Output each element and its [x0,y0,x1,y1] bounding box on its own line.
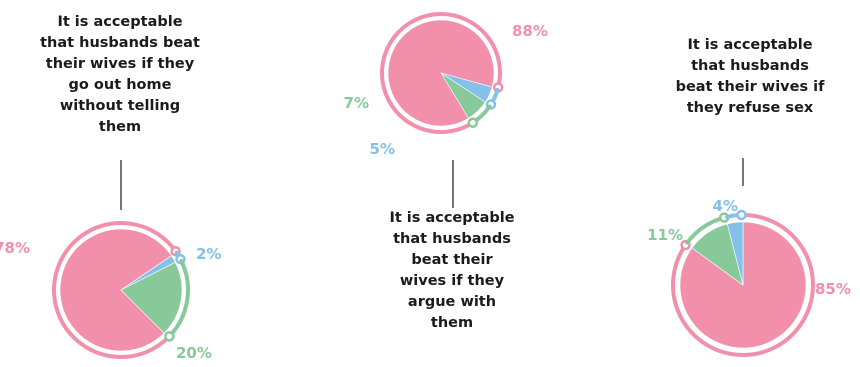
chart-2-title-line: argue with [407,294,497,310]
chart-1-label-1: 78% [0,239,30,257]
chart-2-title-line: that husbands [393,231,511,247]
chart-2-title-line: beat their [411,252,493,268]
chart-2-title-line: them [430,315,474,331]
chart-3-label-2: 11% [647,226,683,244]
chart-1-title-line: that husbands beat [40,35,200,51]
chart-2-title-line: It is acceptable [389,210,515,226]
chart-1-title-line: their wives if they [45,56,195,72]
chart-2-ring-arc-1 [380,12,502,134]
chart-1-title-line: It is acceptable [57,14,183,30]
chart-1-slice-3 [120,261,183,334]
chart-1-title: It is acceptable that husbands beat thei… [30,12,210,138]
chart-1-title-line: go out home [68,77,172,93]
chart-3-title-line: that husbands [691,58,809,74]
chart-1-slice-1 [59,228,172,352]
chart-1-title-line: them [98,119,142,135]
chart-2-label-3: 7% [344,94,369,112]
chart-3-marker-3 [736,209,747,221]
chart-1-ring-arc-1 [52,221,178,359]
chart-3-ring-arc-1 [671,213,815,357]
chart-2-label-1: 88% [512,22,548,40]
chart-2-marker-3 [467,117,479,128]
chart-3-title: It is acceptable that husbands beat thei… [660,35,840,119]
chart-1-label-2: 2% [196,245,221,263]
chart-3-title-line: they refuse sex [686,100,814,116]
chart-1-marker-3 [164,331,175,342]
chart-1-label-3: 20% [176,344,212,362]
chart-2-title: It is acceptable that husbands beat thei… [362,208,542,334]
chart-3-title-line: It is acceptable [687,37,813,53]
chart-3-title-line: beat their wives if [675,79,825,95]
chart-3-slice-3 [726,221,744,286]
chart-2-label-2: 5% [370,140,395,158]
chart-3-label-3: 4% [713,197,738,215]
chart-3-label-1: 85% [815,280,851,298]
chart-2-title-line: wives if they [399,273,505,289]
chart-1-ring-arc-3 [167,258,190,339]
chart-1-title-line: without telling [59,98,181,114]
chart-2-slice-3 [440,72,486,119]
